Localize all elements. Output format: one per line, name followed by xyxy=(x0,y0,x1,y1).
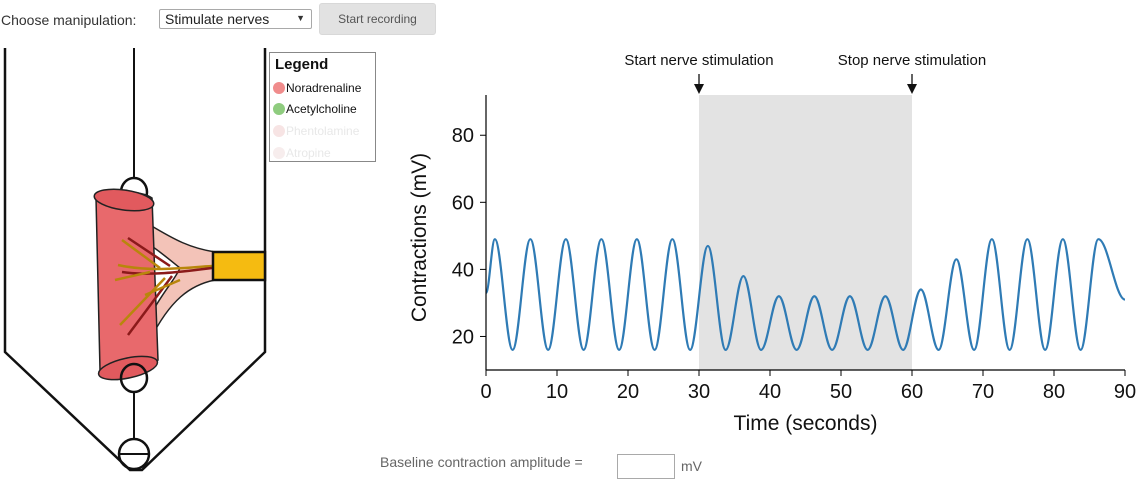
manipulation-select[interactable]: Stimulate nerves ▼ xyxy=(159,9,312,29)
contraction-series-line xyxy=(484,238,1126,351)
baseline-amplitude-input[interactable] xyxy=(617,454,675,479)
manipulation-select-value: Stimulate nerves xyxy=(165,11,270,27)
nerve-bundle xyxy=(147,223,216,343)
organ-bath-apparatus xyxy=(3,48,267,472)
x-tick-label: 0 xyxy=(480,381,491,403)
x-tick-label: 40 xyxy=(759,381,781,403)
legend-dot-icon xyxy=(273,82,285,94)
x-tick-label: 20 xyxy=(617,381,639,403)
legend-dot-icon xyxy=(273,103,285,115)
legend-dot-icon xyxy=(273,147,285,159)
contraction-chart: 20 40 60 80 0 10 20 30 40 50 60 70 80 90 Time (seconds… xyxy=(408,52,1136,435)
arrow-down-icon xyxy=(907,84,917,94)
x-tick-label: 80 xyxy=(1043,381,1065,403)
x-tick-label: 50 xyxy=(830,381,852,403)
chevron-down-icon: ▼ xyxy=(296,13,305,23)
baseline-amplitude-label: Baseline contraction amplitude = xyxy=(380,454,583,470)
legend-item-label: Phentolamine xyxy=(286,124,360,138)
x-tick-label: 60 xyxy=(901,381,923,403)
start-recording-button[interactable]: Start recording xyxy=(319,3,436,35)
legend-item-label: Noradrenaline xyxy=(286,81,362,95)
nerve-fibers xyxy=(114,236,213,336)
legend-title: Legend xyxy=(275,56,329,73)
manipulation-label: Choose manipulation: xyxy=(1,12,137,28)
stop-stimulation-annotation: Stop nerve stimulation xyxy=(838,52,986,69)
stimulating-electrode xyxy=(211,250,267,282)
toolbar: Choose manipulation: Stimulate nerves ▼ … xyxy=(0,3,600,35)
x-tick-label: 90 xyxy=(1114,381,1136,403)
y-tick-label: 20 xyxy=(452,326,474,348)
legend-item-noradrenaline: Noradrenaline xyxy=(273,79,361,97)
legend-item-acetylcholine: Acetylcholine xyxy=(273,100,357,118)
x-tick-label: 70 xyxy=(972,381,994,403)
legend: Legend Noradrenaline Acetylcholine Phent… xyxy=(269,52,376,162)
baseline-amplitude-unit: mV xyxy=(681,458,702,474)
y-axis-label: Contractions (mV) xyxy=(408,153,431,322)
start-stimulation-annotation: Start nerve stimulation xyxy=(624,52,773,69)
tissue-sample xyxy=(95,191,159,376)
tissue-bottom-cap xyxy=(97,355,159,381)
x-axis-label: Time (seconds) xyxy=(734,412,878,435)
legend-item-label: Acetylcholine xyxy=(286,102,357,116)
arrow-down-icon xyxy=(694,84,704,94)
legend-dot-icon xyxy=(273,125,285,137)
y-tick-label: 40 xyxy=(452,259,474,281)
legend-item-label: Atropine xyxy=(286,146,331,160)
tissue-top-cap xyxy=(93,188,155,212)
x-tick-label: 30 xyxy=(688,381,710,403)
y-tick-label: 60 xyxy=(452,192,474,214)
y-tick-label: 80 xyxy=(452,125,474,147)
x-tick-label: 10 xyxy=(546,381,568,403)
legend-item-phentolamine: Phentolamine xyxy=(273,122,359,140)
legend-item-atropine: Atropine xyxy=(273,144,331,162)
